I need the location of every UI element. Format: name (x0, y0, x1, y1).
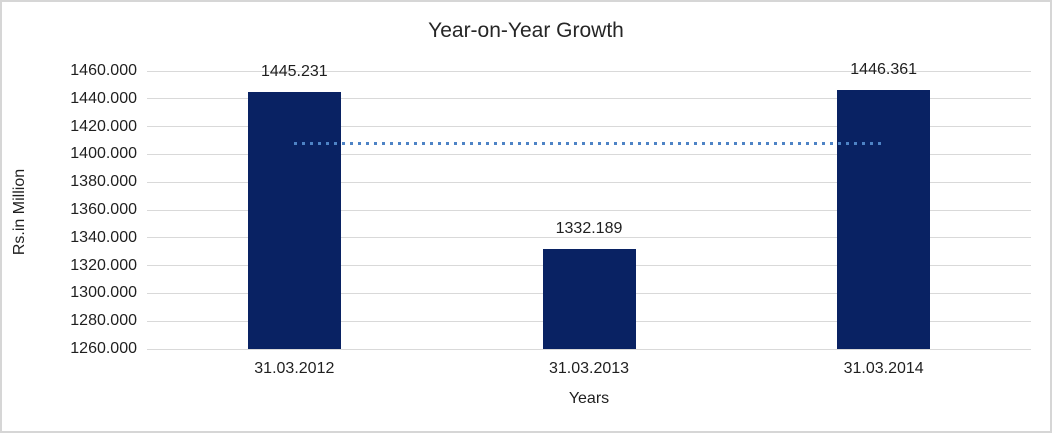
gridline (147, 209, 1031, 211)
gridline (147, 70, 1031, 72)
y-tick-label: 1300.000 (70, 284, 137, 302)
y-tick-label: 1340.000 (70, 228, 137, 246)
gridline (147, 348, 1031, 350)
gridline (147, 126, 1031, 128)
gridline (147, 181, 1031, 183)
y-tick-label: 1320.000 (70, 256, 137, 274)
bar (542, 248, 636, 349)
x-category-label: 31.03.2014 (843, 360, 924, 377)
x-category-label: 31.03.2012 (254, 360, 335, 377)
y-tick-label: 1280.000 (70, 312, 137, 330)
y-tick-label: 1360.000 (70, 201, 137, 218)
bar-data-label: 1446.361 (850, 60, 918, 78)
x-axis-title: Years (568, 390, 610, 407)
y-tick-label: 1460.000 (70, 62, 137, 79)
chart-title: Year-on-Year Growth (428, 19, 624, 42)
gridline (147, 98, 1031, 100)
bar (837, 89, 931, 349)
x-category-label: 31.03.2013 (548, 360, 630, 377)
bar (247, 91, 341, 349)
y-tick-label: 1260.000 (70, 340, 137, 357)
y-tick-label: 1420.000 (70, 117, 137, 135)
y-tick-label: 1400.000 (70, 145, 137, 163)
y-tick-label: 1380.000 (70, 173, 137, 191)
gridline (147, 153, 1031, 155)
bar-data-label: 1445.231 (260, 62, 328, 80)
gridline (147, 237, 1031, 239)
bar-data-label: 1332.189 (555, 219, 623, 237)
average-trendline (294, 141, 884, 145)
y-tick-label: 1440.000 (70, 89, 137, 107)
